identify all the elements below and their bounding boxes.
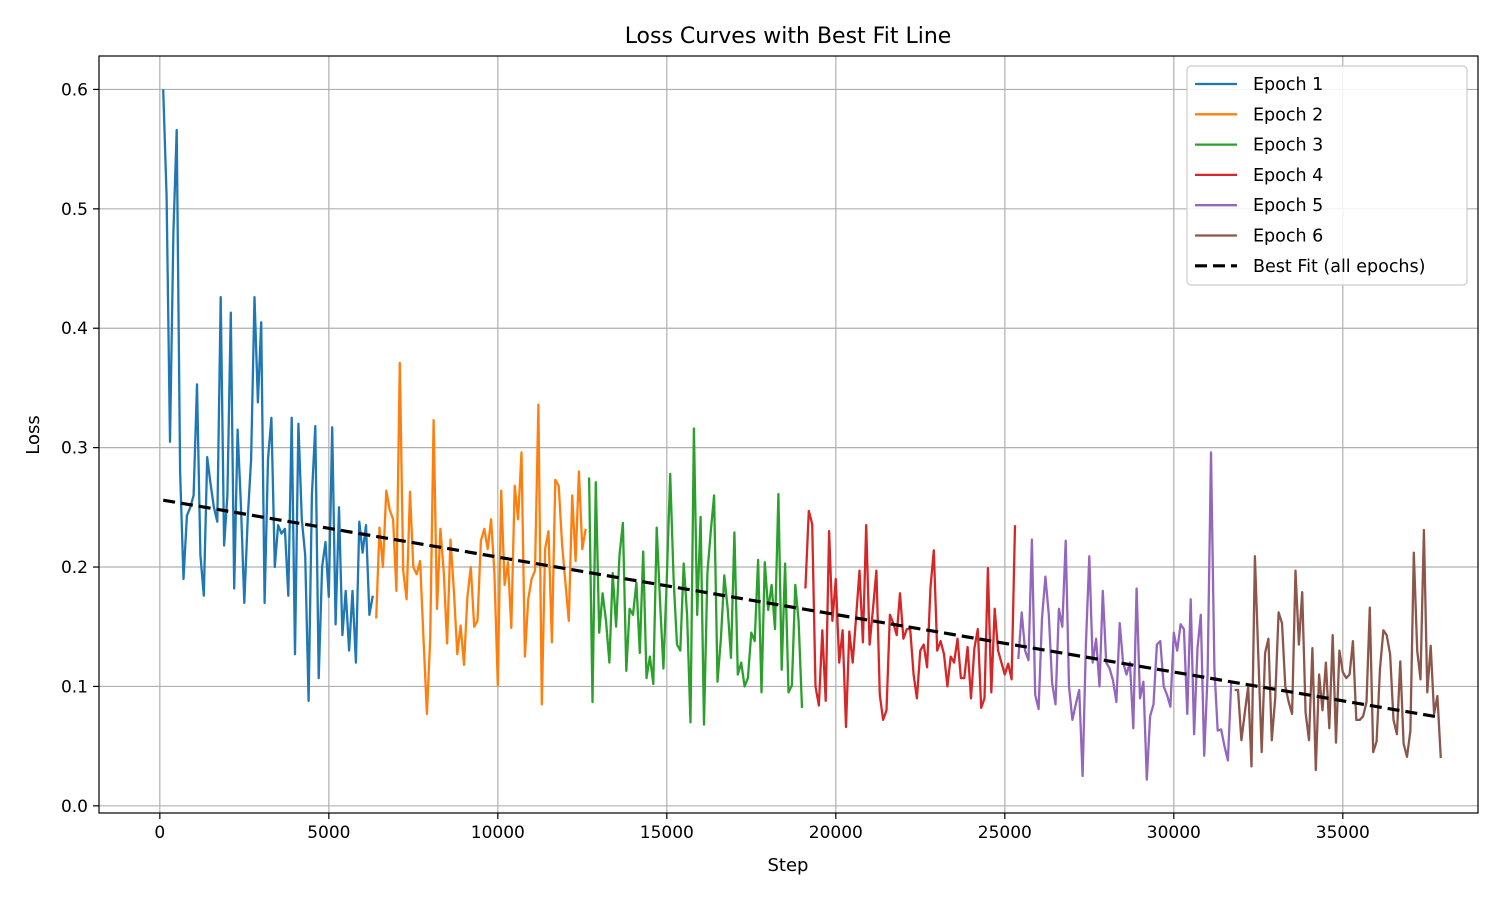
legend-box (1186, 65, 1468, 286)
series-line-epoch-6 (1234, 528, 1442, 772)
x-tick-label: 5000 (307, 823, 350, 843)
legend-label: Epoch 5 (1253, 196, 1323, 216)
y-tick-label: 0.4 (61, 319, 88, 339)
series-line-epoch-1 (162, 89, 374, 702)
x-tick-label: 15000 (640, 823, 694, 843)
legend: Epoch 1 Epoch 2 Epoch 3 Epoch 4 Epoch 5 Epoch… (1186, 65, 1468, 286)
y-tick-label: 0.0 (61, 797, 88, 817)
y-tick-label: 0.5 (61, 200, 88, 220)
plot-lines (162, 89, 1442, 781)
y-axis-ticks: 0.0 0.1 0.2 0.3 0.4 0.5 0.6 (61, 80, 99, 817)
series-line-epoch-2 (375, 361, 587, 716)
x-tick-label: 35000 (1316, 823, 1370, 843)
x-axis-label: Step (768, 855, 809, 876)
legend-label: Epoch 4 (1253, 166, 1323, 186)
legend-label: Epoch 6 (1253, 227, 1323, 247)
series-line-epoch-4 (804, 509, 1017, 729)
y-tick-label: 0.6 (61, 80, 88, 100)
legend-label: Epoch 2 (1253, 105, 1323, 125)
x-axis-ticks: 0 5000 10000 15000 20000 25000 30000 35000 (154, 813, 1370, 843)
legend-label: Best Fit (all epochs) (1253, 257, 1425, 277)
y-tick-label: 0.2 (61, 558, 88, 578)
y-tick-label: 0.3 (61, 439, 88, 459)
series-line-epoch-3 (587, 427, 804, 726)
y-axis-label: Loss (23, 415, 44, 454)
legend-label: Epoch 1 (1253, 75, 1323, 95)
x-tick-label: 0 (154, 823, 165, 843)
chart-title: Loss Curves with Best Fit Line (625, 24, 952, 49)
x-tick-label: 25000 (978, 823, 1032, 843)
x-tick-label: 30000 (1147, 823, 1201, 843)
series-line-epoch-5 (1017, 451, 1233, 781)
x-tick-label: 10000 (471, 823, 525, 843)
x-tick-label: 20000 (809, 823, 863, 843)
legend-label: Epoch 3 (1253, 136, 1323, 156)
plot-frame (98, 55, 1479, 814)
y-tick-label: 0.1 (61, 677, 88, 697)
